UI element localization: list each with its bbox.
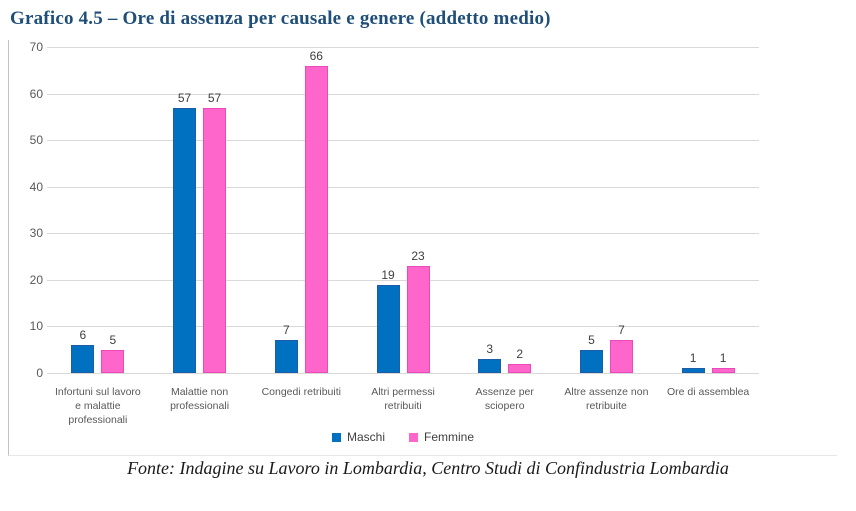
bar-femmine	[101, 349, 125, 373]
x-category-label: Infortuni sul lavoro e malattie professi…	[54, 386, 141, 427]
bar-femmine	[406, 265, 430, 373]
bar-value-label: 23	[411, 248, 425, 263]
bar-value-label: 66	[309, 48, 323, 63]
legend-label: Maschi	[346, 430, 385, 444]
legend-item-maschi: Maschi	[331, 430, 385, 444]
legend-label: Femmine	[424, 430, 475, 444]
bar-femmine	[304, 65, 328, 373]
plot-area: 6 57 7 19 3 5 1 5 57 66 23 2 7 1 Infortuni sul lavoro …	[47, 47, 759, 426]
bar-femmine	[711, 368, 735, 373]
legend-swatch	[331, 432, 341, 442]
y-axis: 0 10 20 30 40 50 60 70	[11, 40, 43, 380]
bar-maschi	[173, 107, 197, 373]
bar-value-label: 1	[689, 351, 697, 366]
bar-value-label: 2	[516, 346, 524, 361]
y-tick-label: 10	[29, 319, 43, 334]
legend-swatch	[409, 432, 418, 442]
chart: 0 10 20 30 40 50 60 70 6 57 7 19 3 5 1 5 57 66 23 2 7 1 Infor…	[8, 40, 837, 456]
y-tick-label: 50	[29, 133, 43, 148]
bar-maschi	[579, 349, 603, 373]
x-category-label: Ore di assemblea	[666, 386, 750, 398]
y-tick-label: 60	[29, 86, 43, 101]
y-tick-label: 70	[29, 40, 43, 54]
bar-value-label: 19	[381, 267, 395, 282]
y-tick-label: 0	[36, 366, 43, 380]
x-category-label: Altre assenze non retribuite	[564, 386, 649, 413]
gridline	[47, 93, 759, 95]
y-tick-label: 40	[29, 179, 43, 194]
legend: Maschi Femmine	[47, 430, 759, 444]
gridline	[47, 186, 759, 188]
x-category-label: Altri permessi retribuiti	[371, 386, 435, 413]
bar-value-label: 7	[618, 323, 625, 338]
bar-value-label: 5	[588, 332, 595, 347]
bar-maschi	[376, 284, 400, 373]
bar-femmine	[609, 340, 633, 373]
bar-maschi	[681, 368, 705, 373]
bar-value-label: 6	[79, 328, 87, 343]
chart-title: Grafico 4.5 – Ore di assenza per causale…	[10, 8, 551, 29]
bar-femmine	[508, 363, 532, 373]
bar-value-label: 57	[207, 90, 222, 105]
gridline	[47, 233, 759, 235]
bar-maschi	[274, 340, 298, 373]
gridline	[47, 47, 759, 48]
legend-item-femmine: Femmine	[409, 430, 474, 444]
bar-value-label: 1	[719, 351, 727, 366]
source-caption: Fonte: Indagine su Lavoro in Lombardia, …	[127, 458, 729, 478]
bar-value-label: 7	[282, 323, 290, 338]
bar-value-label: 57	[177, 90, 192, 105]
y-tick-label: 30	[29, 226, 43, 241]
gridline	[47, 140, 759, 142]
bar-femmine	[203, 107, 227, 373]
bar-maschi	[478, 359, 502, 373]
x-category-label: Malattie non professionali	[170, 386, 230, 413]
x-category-label: Assenze per sciopero	[475, 386, 534, 413]
gridline	[47, 279, 759, 281]
bar-value-label: 5	[109, 332, 117, 347]
bar-value-label: 3	[486, 342, 494, 357]
gridline	[47, 326, 759, 328]
bar-maschi	[71, 345, 95, 373]
y-tick-label: 20	[29, 272, 43, 287]
gridline	[47, 373, 759, 374]
x-category-label: Congedi retribuiti	[261, 386, 341, 398]
